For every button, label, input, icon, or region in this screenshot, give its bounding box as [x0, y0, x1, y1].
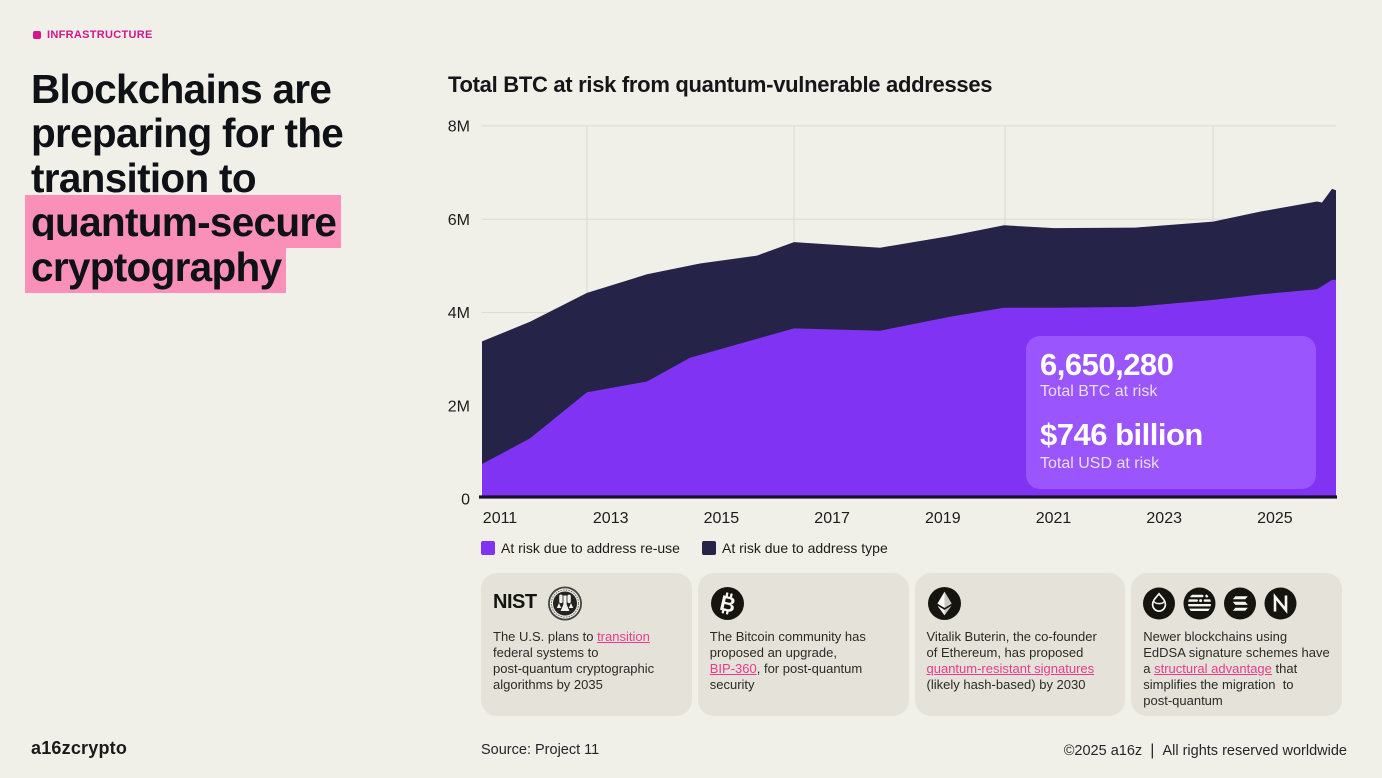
svg-text:2017: 2017: [814, 510, 850, 527]
svg-text:NIST: NIST: [493, 591, 537, 613]
svg-text:4M: 4M: [448, 305, 470, 322]
svg-text:B: B: [717, 591, 738, 618]
svg-text:2015: 2015: [704, 510, 740, 527]
svg-text:2M: 2M: [448, 399, 470, 416]
svg-text:2019: 2019: [925, 510, 961, 527]
svg-text:0: 0: [461, 492, 470, 509]
svg-text:2025: 2025: [1257, 510, 1293, 527]
svg-text:6M: 6M: [448, 212, 470, 229]
svg-text:2023: 2023: [1146, 510, 1182, 527]
svg-text:2021: 2021: [1036, 510, 1072, 527]
svg-text:2011: 2011: [483, 510, 518, 527]
svg-text:2013: 2013: [593, 510, 629, 527]
svg-text:8M: 8M: [448, 119, 470, 136]
